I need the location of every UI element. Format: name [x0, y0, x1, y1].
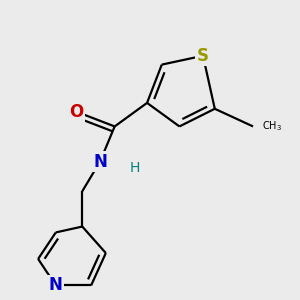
Text: H: H [129, 161, 140, 175]
Text: O: O [69, 103, 83, 121]
Text: N: N [49, 276, 63, 294]
Text: CH$_3$: CH$_3$ [262, 119, 282, 133]
Text: N: N [93, 153, 107, 171]
Text: S: S [197, 47, 209, 65]
